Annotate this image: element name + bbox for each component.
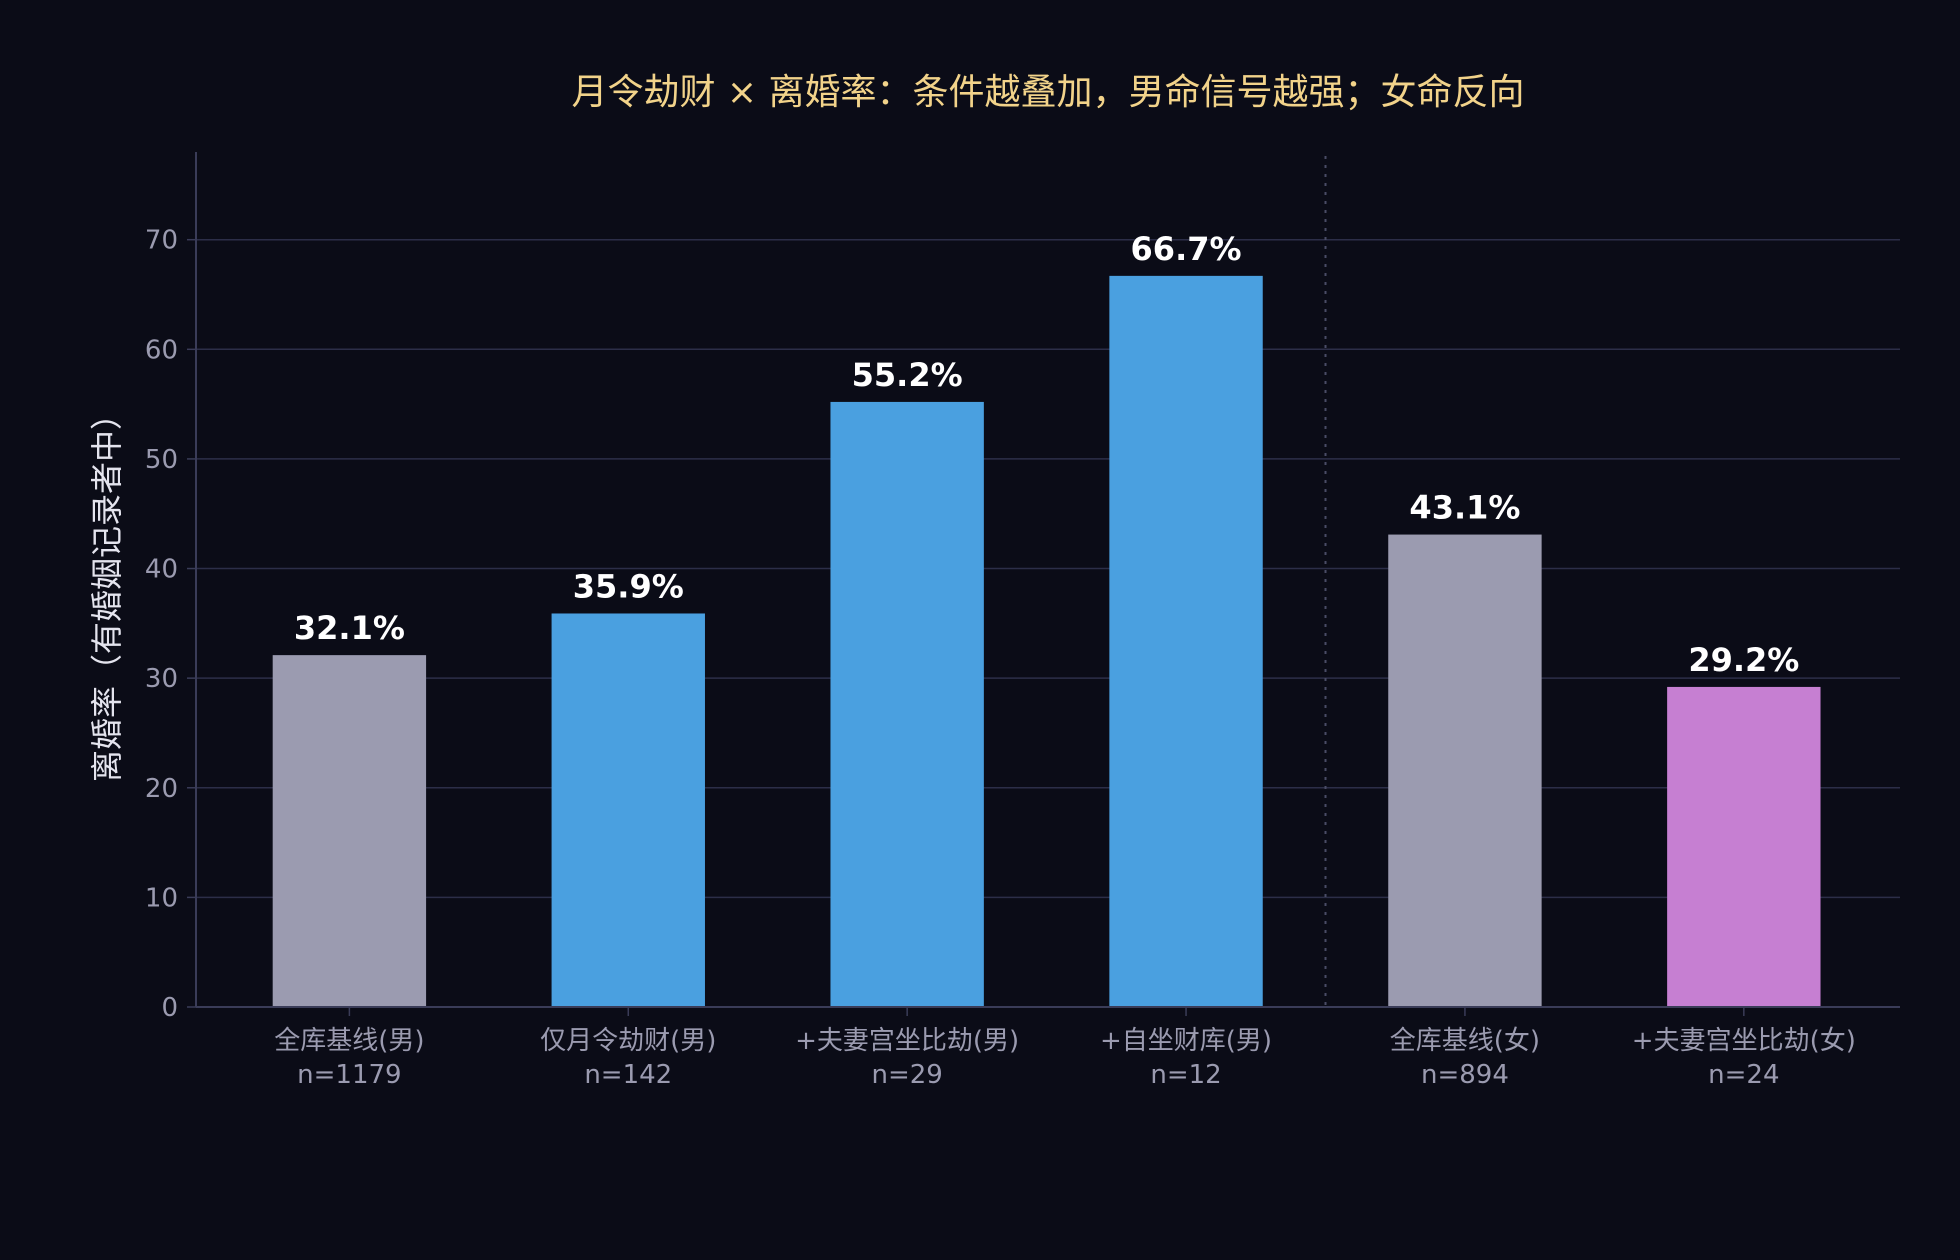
sample-size-label: n=29 [871,1060,942,1090]
bar-value-label: 32.1% [294,609,405,647]
x-tick-label: +夫妻宫坐比劫(男) [795,1026,1019,1056]
bar [1388,534,1542,1007]
sample-size-label: n=24 [1708,1060,1779,1090]
x-tick-label: +夫妻宫坐比劫(女) [1632,1026,1856,1056]
bars: 32.1% 35.9% 55.2% 66.7% 43.1% 29.2% [272,230,1821,1008]
y-tick-label: 20 [145,774,178,804]
chart-title: 月令劫财 × 离婚率：条件越叠加，男命信号越强；女命反向 [571,72,1524,113]
x-tick-label: 全库基线(男) [274,1026,424,1056]
y-tick-label: 60 [145,335,178,365]
bar [1667,686,1821,1007]
y-tick-label: 0 [161,993,178,1023]
x-axis: 全库基线(男) n=1179 仅月令劫财(男) n=142 +夫妻宫坐比劫(男) n=29… [196,1006,1900,1090]
bar-value-label: 66.7% [1131,230,1242,268]
bar [272,655,427,1007]
sample-size-label: n=1179 [297,1060,401,1090]
x-tick-label: 仅月令劫财(男) [540,1026,716,1056]
y-tick-label: 10 [145,883,178,913]
bar-value-label: 35.9% [573,567,684,605]
bar-value-label: 55.2% [852,356,963,394]
x-tick-label: +自坐财库(男) [1100,1026,1272,1056]
y-tick-label: 30 [145,664,178,694]
y-axis-label: 离婚率（有婚姻记录者中） [88,398,126,782]
bar [830,401,984,1007]
bar [1109,275,1263,1008]
sample-size-label: n=142 [584,1060,672,1090]
y-tick-label: 40 [145,555,178,585]
gridlines [196,156,1900,1007]
bar-value-label: 29.2% [1688,641,1799,679]
x-tick-label: 全库基线(女) [1390,1026,1540,1056]
bar-value-label: 43.1% [1409,489,1520,527]
bar [551,613,705,1007]
y-tick-label: 70 [145,226,178,256]
y-tick-label: 50 [145,445,178,475]
y-axis: 0 10 20 30 40 50 60 70 [145,152,197,1023]
sample-size-label: n=12 [1150,1060,1221,1090]
sample-size-label: n=894 [1421,1060,1509,1090]
